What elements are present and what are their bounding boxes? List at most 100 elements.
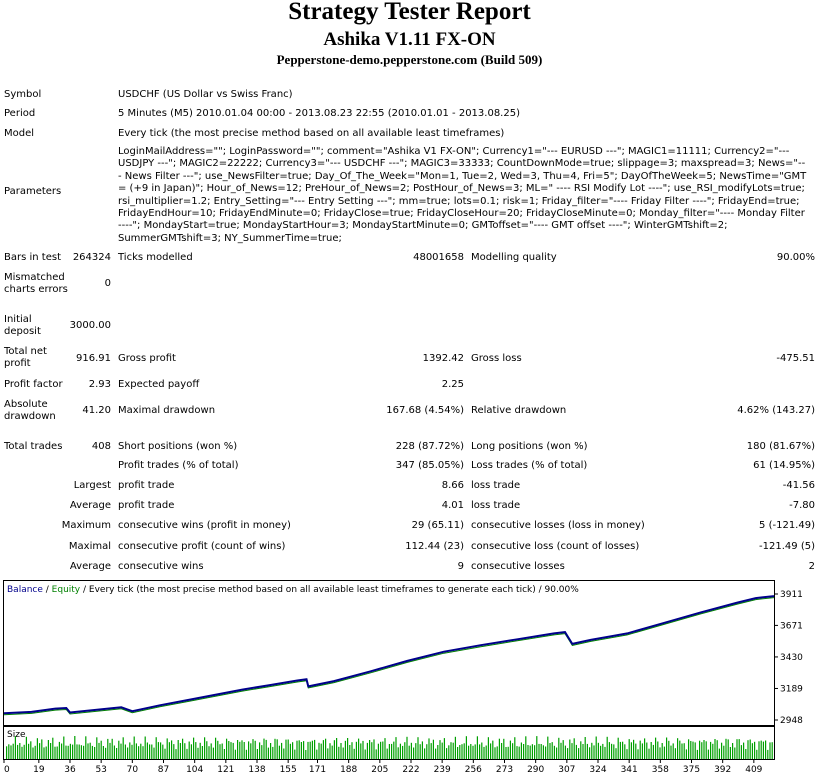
size-bar: [223, 749, 225, 759]
size-bar: [177, 740, 179, 759]
size-bar: [415, 743, 417, 759]
size-bar: [529, 745, 531, 759]
size-bar: [127, 747, 129, 759]
expert-name: Ashika V1.11 FX-ON: [323, 29, 496, 50]
size-bar: [267, 747, 269, 759]
x-tick-label: 19: [33, 765, 45, 774]
payoff-label: Expected payoff: [118, 379, 200, 390]
size-bar: [575, 744, 577, 759]
size-bar: [428, 738, 430, 759]
size-bar: [408, 745, 410, 759]
size-bar: [336, 738, 338, 759]
size-bar: [734, 747, 736, 759]
size-bar: [637, 749, 639, 759]
size-bar: [65, 745, 67, 759]
size-bar: [36, 738, 38, 759]
size-bar: [166, 738, 168, 759]
size-bar: [424, 748, 426, 759]
x-tick-label: 138: [248, 765, 265, 774]
x-tick-label: 0: [4, 765, 10, 774]
size-bar: [157, 742, 159, 759]
size-bar: [8, 744, 10, 759]
size-bar: [545, 746, 547, 759]
size-bar: [72, 744, 74, 759]
size-bar: [692, 741, 694, 759]
x-tick-label: 70: [127, 765, 139, 774]
mismatch-label: Mismatched charts errors: [4, 272, 68, 295]
size-bar: [705, 741, 707, 759]
max-cons-losses-value: 5 (-121.49): [759, 520, 815, 531]
size-bar: [314, 739, 316, 759]
x-tick-label: 358: [652, 765, 669, 774]
equity-line: [3, 597, 775, 716]
size-bar: [325, 738, 327, 759]
size-bar: [47, 740, 49, 759]
size-bar: [322, 740, 324, 759]
size-bar: [683, 743, 685, 759]
model-value: Every tick (the most precise method base…: [118, 128, 505, 139]
max-cons-wins-label: consecutive wins (profit in money): [118, 520, 291, 531]
size-bar: [659, 747, 661, 759]
x-tick-label: 375: [683, 765, 700, 774]
size-bar: [210, 743, 212, 759]
pf-value: 2.93: [88, 379, 111, 390]
x-tick-label: 290: [527, 765, 544, 774]
size-bar: [78, 744, 80, 759]
size-bar: [52, 737, 54, 759]
size-bar: [652, 744, 654, 759]
size-bar: [19, 743, 21, 759]
deposit-value: 3000.00: [69, 320, 111, 331]
size-bar: [487, 737, 489, 759]
bars-value: 264324: [72, 252, 111, 263]
size-bar: [725, 738, 727, 759]
size-bar: [644, 738, 646, 759]
long-value: 180 (81.67%): [746, 441, 815, 452]
size-bar: [6, 746, 8, 759]
size-bar: [496, 746, 498, 759]
size-bar: [520, 742, 522, 759]
size-bar: [679, 740, 681, 759]
size-bar: [443, 738, 445, 759]
size-bar: [542, 745, 544, 759]
size-bar: [164, 748, 166, 759]
size-bar: [186, 748, 188, 759]
avg-cons-wins-value: 9: [457, 561, 464, 572]
size-bar: [344, 740, 346, 759]
size-bar: [494, 747, 496, 759]
largest-loss-label: loss trade: [471, 480, 521, 491]
average-profit-label: profit trade: [118, 500, 175, 511]
size-bar: [232, 742, 234, 759]
size-bar: [69, 743, 71, 759]
size-bar: [404, 742, 406, 759]
size-bar: [459, 745, 461, 759]
size-bar: [540, 744, 542, 759]
size-bar: [188, 741, 190, 759]
y-tick-label: 3911: [780, 590, 803, 600]
size-bar: [362, 740, 364, 759]
size-bar: [41, 739, 43, 759]
size-bar: [703, 740, 705, 759]
size-bar: [278, 745, 280, 759]
size-bar: [364, 749, 366, 759]
size-bar: [661, 743, 663, 759]
size-bar: [118, 740, 120, 759]
size-bar: [641, 743, 643, 759]
server-name: Pepperstone-demo.pepperstone.com (Build …: [276, 52, 543, 67]
size-bar: [285, 739, 287, 759]
size-bar: [740, 745, 742, 759]
size-bar: [89, 742, 91, 759]
grossprofit-label: Gross profit: [118, 353, 176, 364]
size-bar: [193, 737, 195, 759]
size-bar: [410, 742, 412, 759]
grossloss-value: -475.51: [776, 353, 815, 364]
size-bar: [43, 747, 45, 759]
size-bar: [406, 736, 408, 759]
size-bar: [454, 736, 456, 759]
size-bar: [386, 748, 388, 759]
size-bar: [432, 739, 434, 759]
size-bar: [668, 740, 670, 759]
deposit-label: Initial deposit: [4, 314, 41, 337]
size-bar: [190, 744, 192, 759]
size-bar: [184, 743, 186, 759]
size-bar: [76, 744, 78, 759]
